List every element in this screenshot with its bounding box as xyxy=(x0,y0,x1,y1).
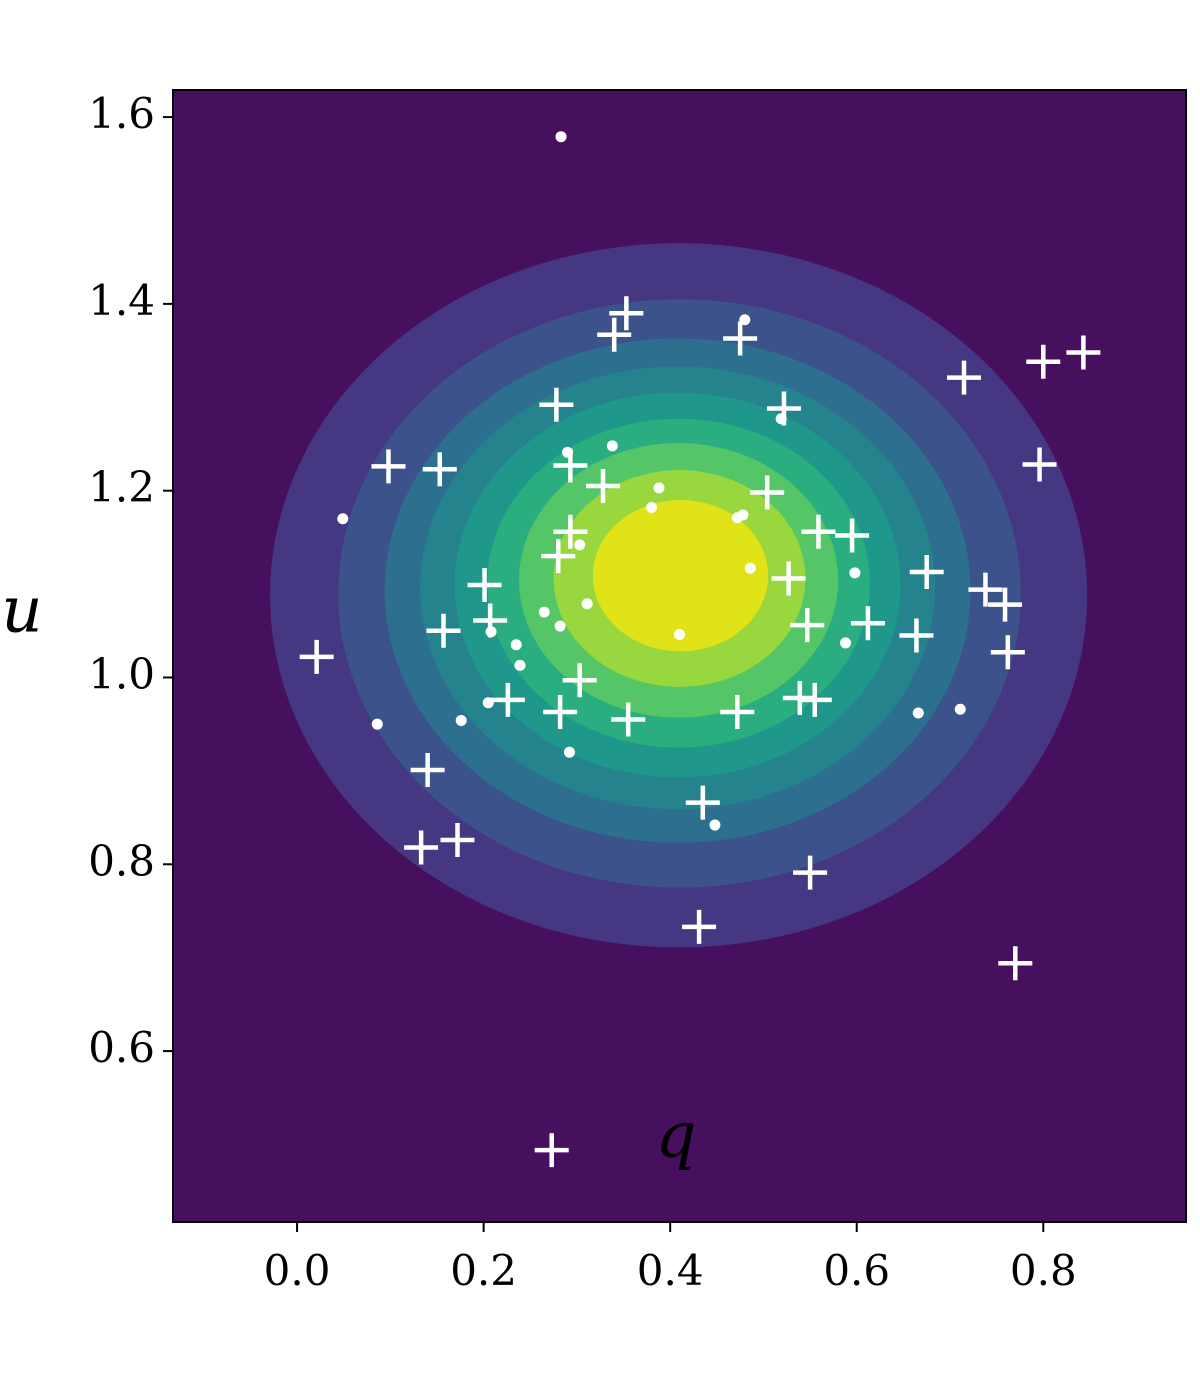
dot-marker xyxy=(574,539,586,551)
axes: 0.0 0.2 0.4 0.6 0.8 0.6 0.8 1.0 1.2 1.4 1.6 xyxy=(88,89,1076,1295)
plus-marker xyxy=(850,606,885,641)
dot-marker xyxy=(482,697,494,709)
plus-marker xyxy=(299,639,334,674)
plus-marker xyxy=(553,514,588,549)
dot-marker xyxy=(954,703,966,715)
dot-marker xyxy=(912,707,924,719)
x-tick-label: 0.4 xyxy=(637,1246,704,1295)
plus-marker xyxy=(909,554,944,589)
plus-marker xyxy=(609,296,644,331)
y-tick-label: 1.4 xyxy=(88,276,155,325)
plus-marker xyxy=(682,909,717,944)
plus-marker xyxy=(990,635,1025,670)
dot-marker xyxy=(555,131,567,143)
plus-marker xyxy=(797,682,832,717)
dot-marker xyxy=(840,637,852,649)
plus-marker xyxy=(467,568,502,603)
dot-marker xyxy=(485,626,497,638)
plus-marker xyxy=(422,452,457,487)
plus-marker xyxy=(998,946,1033,981)
plus-marker xyxy=(835,518,870,553)
y-axis-label: u xyxy=(1,574,42,648)
plus-marker xyxy=(371,449,406,484)
plus-marker xyxy=(801,514,836,549)
dot-marker xyxy=(775,413,787,425)
x-axis-label: q xyxy=(656,1099,697,1173)
plus-marker xyxy=(988,587,1023,622)
y-tick-label: 1.0 xyxy=(88,649,155,698)
dot-marker xyxy=(562,446,574,458)
plus-marker xyxy=(539,387,574,422)
plus-marker xyxy=(771,561,806,596)
dot-marker xyxy=(455,714,467,726)
plus-marker xyxy=(790,608,825,643)
plus-marker xyxy=(404,830,439,865)
plus-marker xyxy=(541,539,576,574)
y-tick-label: 0.8 xyxy=(88,836,155,885)
plus-marker xyxy=(440,822,475,857)
contour-layer xyxy=(270,243,1088,948)
plus-marker xyxy=(793,855,828,890)
dot-marker xyxy=(744,562,756,574)
x-tick-label: 0.2 xyxy=(450,1246,517,1295)
dot-marker xyxy=(371,718,383,730)
plus-marker xyxy=(562,663,597,698)
plus-marker xyxy=(720,695,755,730)
plus-marker xyxy=(899,618,934,653)
plus-marker xyxy=(1022,447,1057,482)
y-tick-label: 1.2 xyxy=(88,463,155,512)
plot-frame xyxy=(172,89,1187,1223)
dot-marker xyxy=(646,501,658,513)
plus-marker xyxy=(723,321,758,356)
plus-marker xyxy=(750,475,785,510)
dot-marker xyxy=(563,746,575,758)
y-tick-label: 0.6 xyxy=(88,1023,155,1072)
plus-marker xyxy=(946,360,981,395)
plus-marker xyxy=(490,682,525,717)
dot-marker xyxy=(709,819,721,831)
plus-marker xyxy=(968,572,1003,607)
plus-marker xyxy=(586,469,621,504)
x-tick-label: 0.0 xyxy=(264,1246,331,1295)
dot-marker xyxy=(653,482,665,494)
dot-marker xyxy=(514,659,526,671)
plus-marker xyxy=(597,317,632,352)
dot-marker xyxy=(510,639,522,651)
contour-level xyxy=(592,500,769,652)
dot-marker xyxy=(737,509,749,521)
x-tick-label: 0.8 xyxy=(1010,1246,1077,1295)
dot-marker xyxy=(554,620,566,632)
dot-marker xyxy=(337,513,349,525)
dot-marker xyxy=(606,440,618,452)
x-tick-label: 0.6 xyxy=(823,1246,890,1295)
dot-marker xyxy=(739,314,751,326)
plus-marker xyxy=(410,752,445,787)
plus-marker xyxy=(685,785,720,820)
dot-marker xyxy=(674,629,685,641)
dot-marker xyxy=(581,598,593,610)
scatter-layer xyxy=(299,131,1101,1168)
dot-marker xyxy=(538,606,550,618)
plus-marker xyxy=(1066,335,1101,370)
dot-marker xyxy=(849,567,861,579)
plus-marker xyxy=(1026,344,1061,379)
plus-marker xyxy=(534,1133,569,1168)
y-tick-label: 1.6 xyxy=(88,89,155,138)
plus-marker xyxy=(543,695,578,730)
plus-marker xyxy=(426,613,461,648)
plus-marker xyxy=(611,702,646,737)
